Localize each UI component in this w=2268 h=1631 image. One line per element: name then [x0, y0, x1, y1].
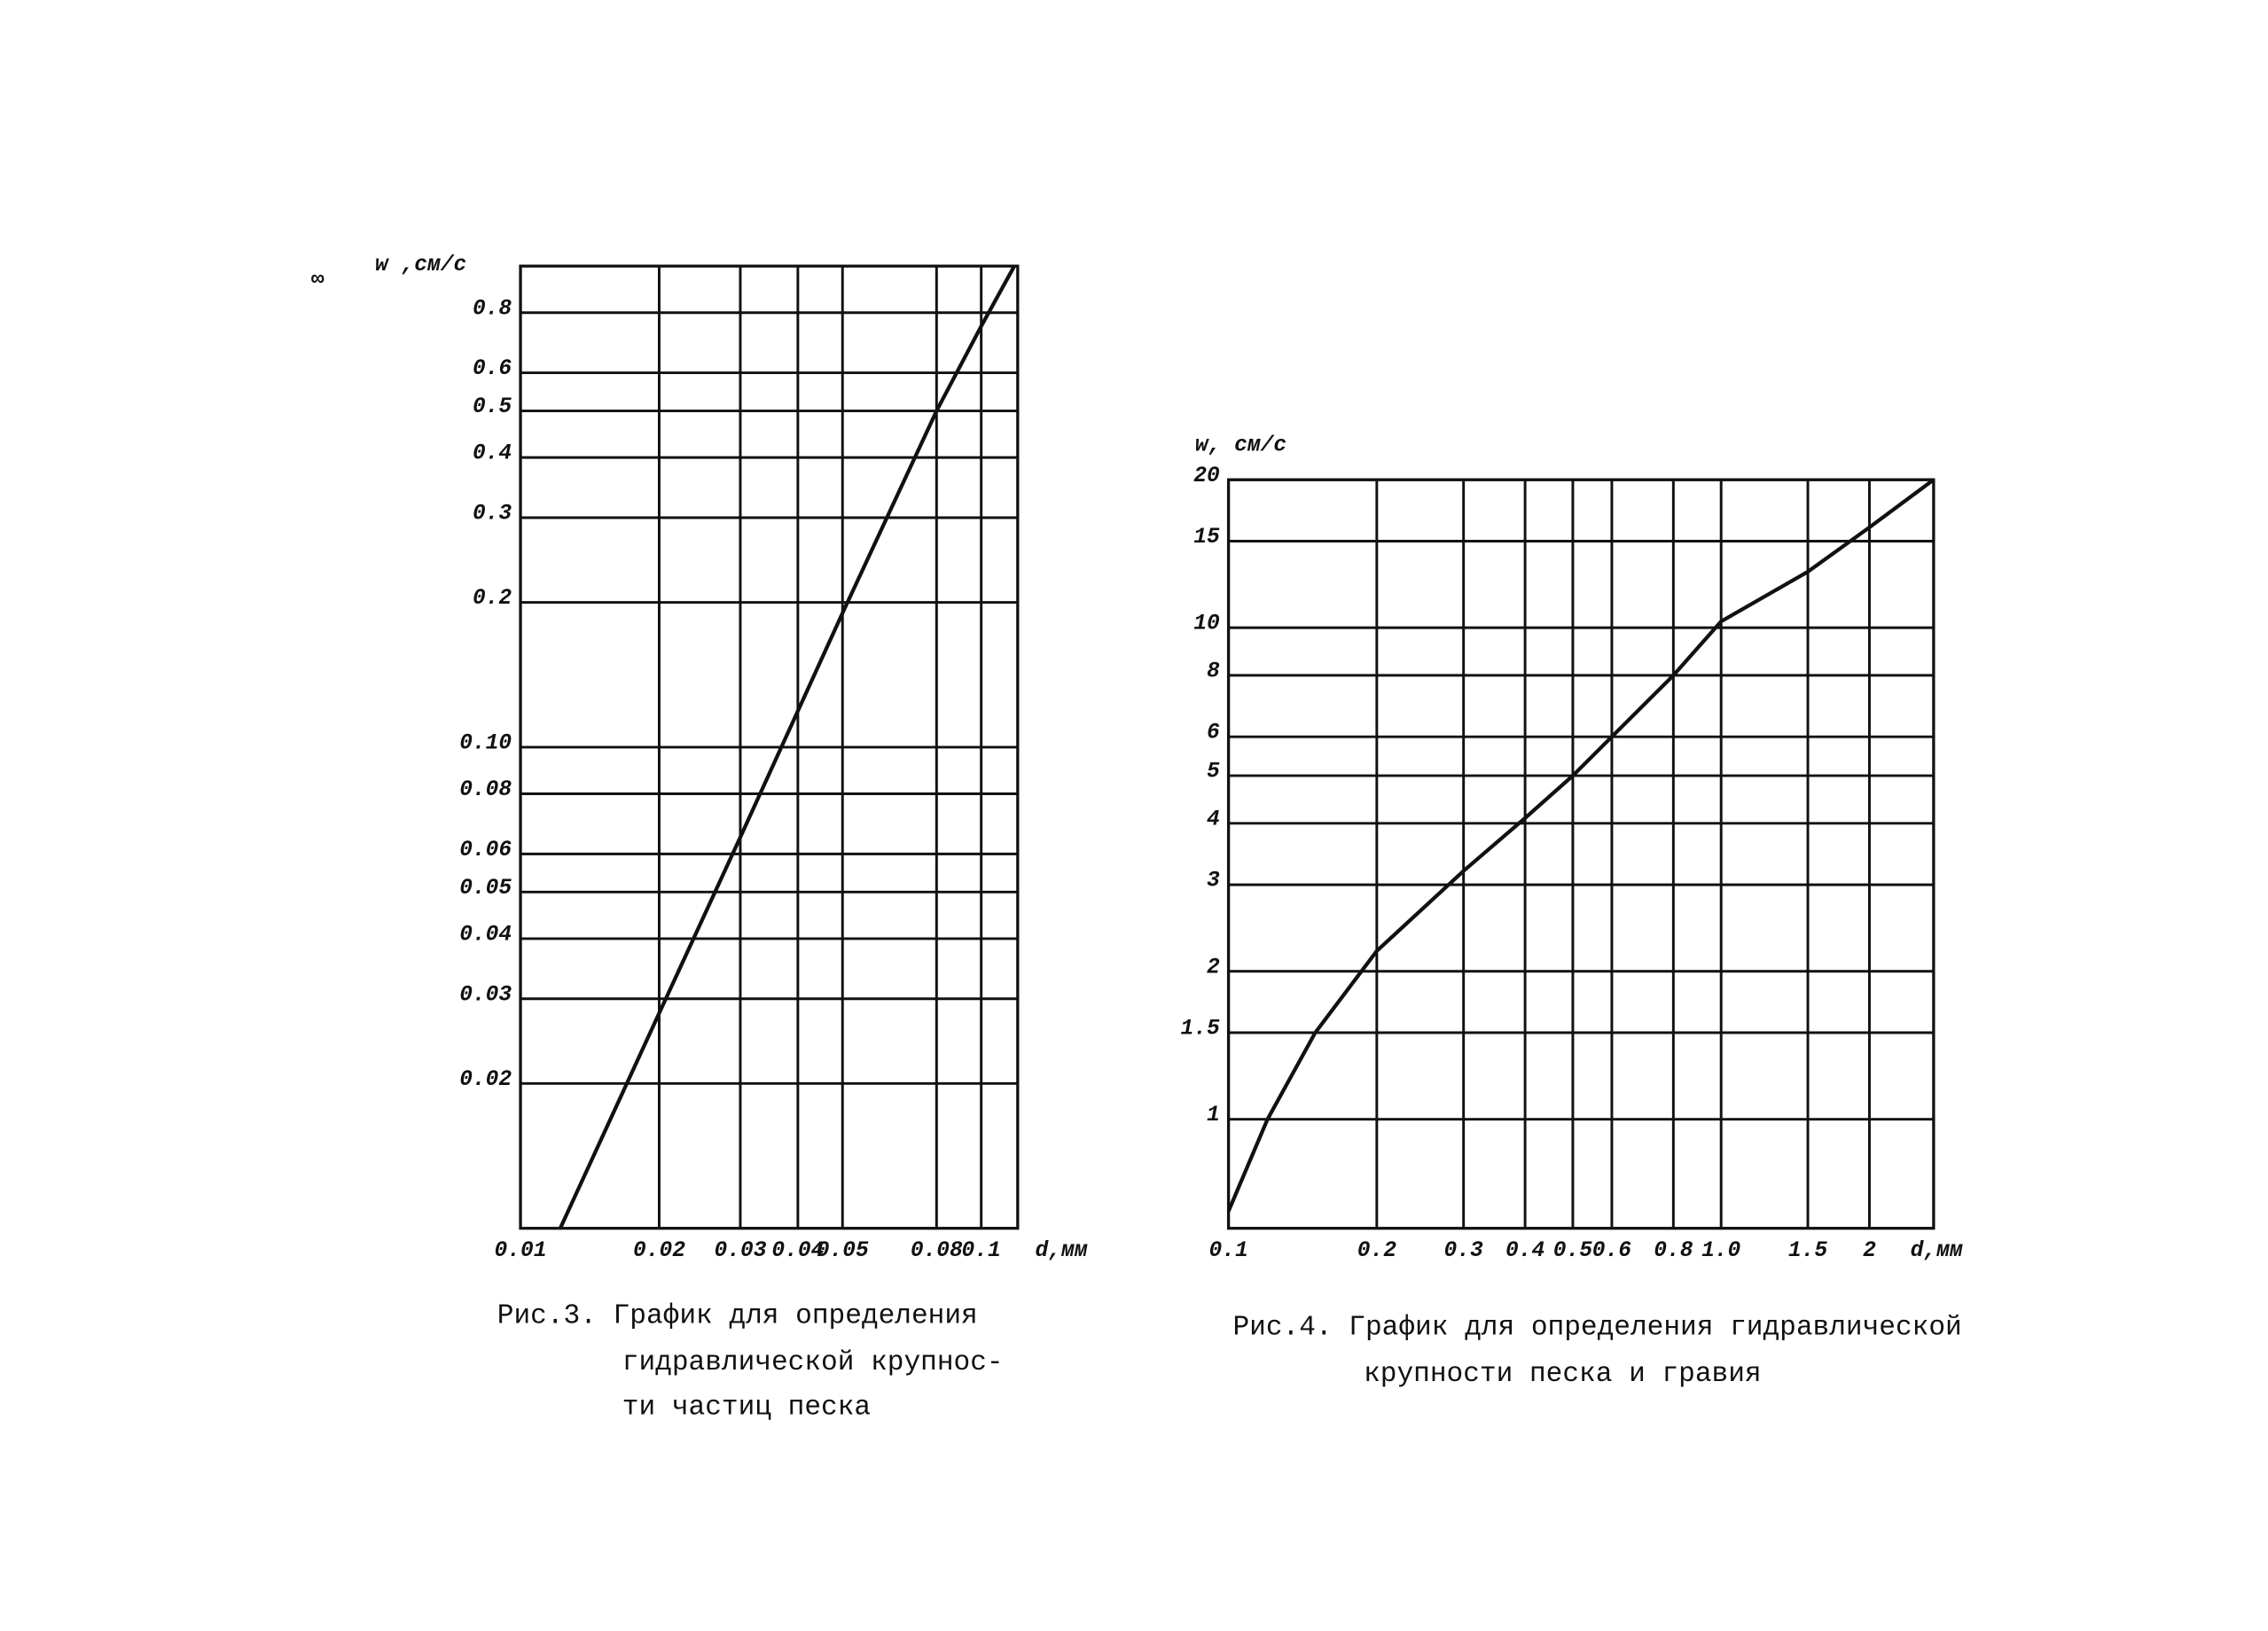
x-tick-label: 0.1 — [1208, 1239, 1247, 1263]
x-axis-label: d,мм — [1035, 1239, 1087, 1263]
y-tick-label: 20 — [1193, 464, 1220, 488]
y-axis-label: w ,см/с — [375, 254, 466, 277]
y-tick-label: 3 — [1207, 870, 1220, 894]
y-tick-label: 0.08 — [459, 778, 512, 802]
x-tick-label: 2 — [1863, 1239, 1876, 1263]
x-tick-label: 1.0 — [1701, 1239, 1740, 1263]
y-tick-label: 0.2 — [473, 587, 512, 611]
caption-line: крупности песка и гравия — [1364, 1359, 1762, 1390]
caption-line: гидравлической крупнос- — [622, 1347, 1004, 1378]
y-tick-label: 0.8 — [473, 297, 512, 321]
x-axis-label: d,мм — [1911, 1239, 1963, 1263]
y-tick-label: 10 — [1193, 613, 1220, 636]
x-tick-label: 0.3 — [1444, 1239, 1483, 1263]
y-tick-label: 0.06 — [459, 839, 512, 862]
y-tick-label: 0.4 — [473, 442, 512, 466]
y-tick-label: 5 — [1207, 761, 1220, 784]
caption-line: ти частиц песка — [622, 1393, 871, 1424]
x-tick-label: 0.8 — [1654, 1239, 1693, 1263]
y-tick-label: 4 — [1207, 808, 1220, 831]
y-tick-label: 15 — [1193, 526, 1220, 550]
y-tick-label: 6 — [1207, 722, 1220, 745]
y-tick-label: 0.02 — [459, 1068, 512, 1092]
x-tick-label: 0.01 — [495, 1239, 547, 1263]
y-tick-label: 8 — [1207, 659, 1220, 683]
y-axis-label: w, см/с — [1195, 433, 1287, 457]
x-tick-label: 0.4 — [1505, 1239, 1545, 1263]
y-tick-label: 0.05 — [459, 877, 512, 901]
x-tick-label: 0.04 — [771, 1239, 824, 1263]
y-tick-label: 1.5 — [1180, 1018, 1219, 1042]
curve — [558, 265, 1016, 1229]
curve — [1226, 478, 1936, 1213]
x-tick-label: 0.2 — [1357, 1239, 1396, 1263]
plot-frame — [1226, 478, 1936, 1230]
x-tick-label: 0.03 — [714, 1239, 766, 1263]
caption-line: Рис.3. График для определения — [497, 1300, 978, 1331]
y-tick-label: 0.03 — [459, 983, 512, 1007]
y-tick-label: 1 — [1207, 1104, 1220, 1128]
x-tick-label: 0.1 — [962, 1239, 1001, 1263]
x-tick-label: 0.5 — [1553, 1239, 1592, 1263]
y-tick-label: 0.04 — [459, 923, 512, 947]
x-tick-label: 0.6 — [1592, 1239, 1631, 1263]
y-tick-label: 0.5 — [473, 395, 512, 419]
page-mark: ∞ — [311, 268, 325, 292]
y-tick-label: 2 — [1207, 956, 1220, 979]
y-tick-label: 0.6 — [473, 357, 512, 381]
y-tick-label: 0.3 — [473, 503, 512, 527]
y-tick-label: 0.10 — [459, 732, 512, 756]
caption-line: Рис.4. График для определения гидравличе… — [1233, 1312, 1962, 1343]
x-tick-label: 0.05 — [817, 1239, 869, 1263]
x-tick-label: 0.08 — [911, 1239, 963, 1263]
x-tick-label: 0.02 — [633, 1239, 685, 1263]
x-tick-label: 1.5 — [1788, 1239, 1827, 1263]
